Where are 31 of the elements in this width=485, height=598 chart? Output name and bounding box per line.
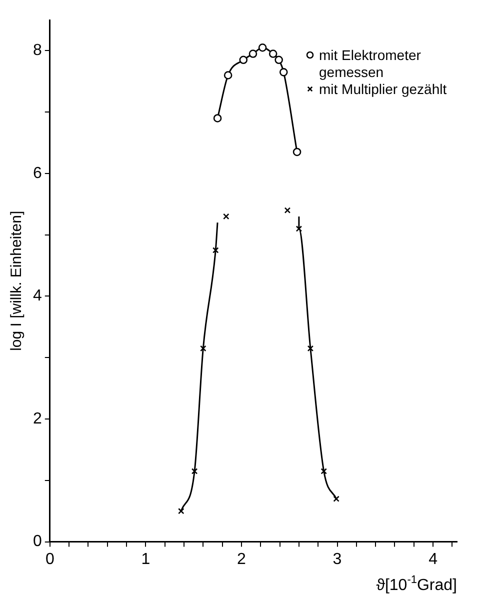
point	[292, 148, 302, 156]
point	[239, 56, 248, 64]
point	[200, 345, 206, 352]
point	[178, 508, 184, 514]
x-tick-label: 1	[141, 550, 150, 568]
y-axis-title: log I [willk. Einheiten]	[8, 210, 26, 351]
point	[223, 213, 230, 220]
y-tick-label: 6	[32, 164, 42, 182]
y-tick-label: 8	[32, 42, 42, 60]
point	[320, 468, 327, 474]
point	[307, 345, 314, 352]
point	[212, 247, 219, 254]
point	[191, 468, 198, 474]
point	[258, 43, 267, 52]
point	[224, 71, 232, 80]
y-tick-label: 2	[32, 410, 42, 428]
point	[268, 50, 278, 58]
x-tick-label: 3	[332, 550, 342, 568]
x-tick-label: 4	[428, 550, 438, 568]
x-tick-label: 2	[237, 550, 246, 568]
x-tick-label: 0	[45, 550, 54, 568]
legend-label: mit Multiplier gezählt	[319, 81, 447, 97]
point	[333, 496, 340, 502]
point	[284, 207, 291, 214]
y-tick-label: 0	[32, 533, 42, 550]
point	[248, 50, 258, 58]
y-tick-label: 4	[32, 288, 42, 305]
point	[274, 56, 283, 64]
point	[296, 226, 302, 232]
point	[279, 68, 288, 76]
point	[213, 114, 222, 122]
